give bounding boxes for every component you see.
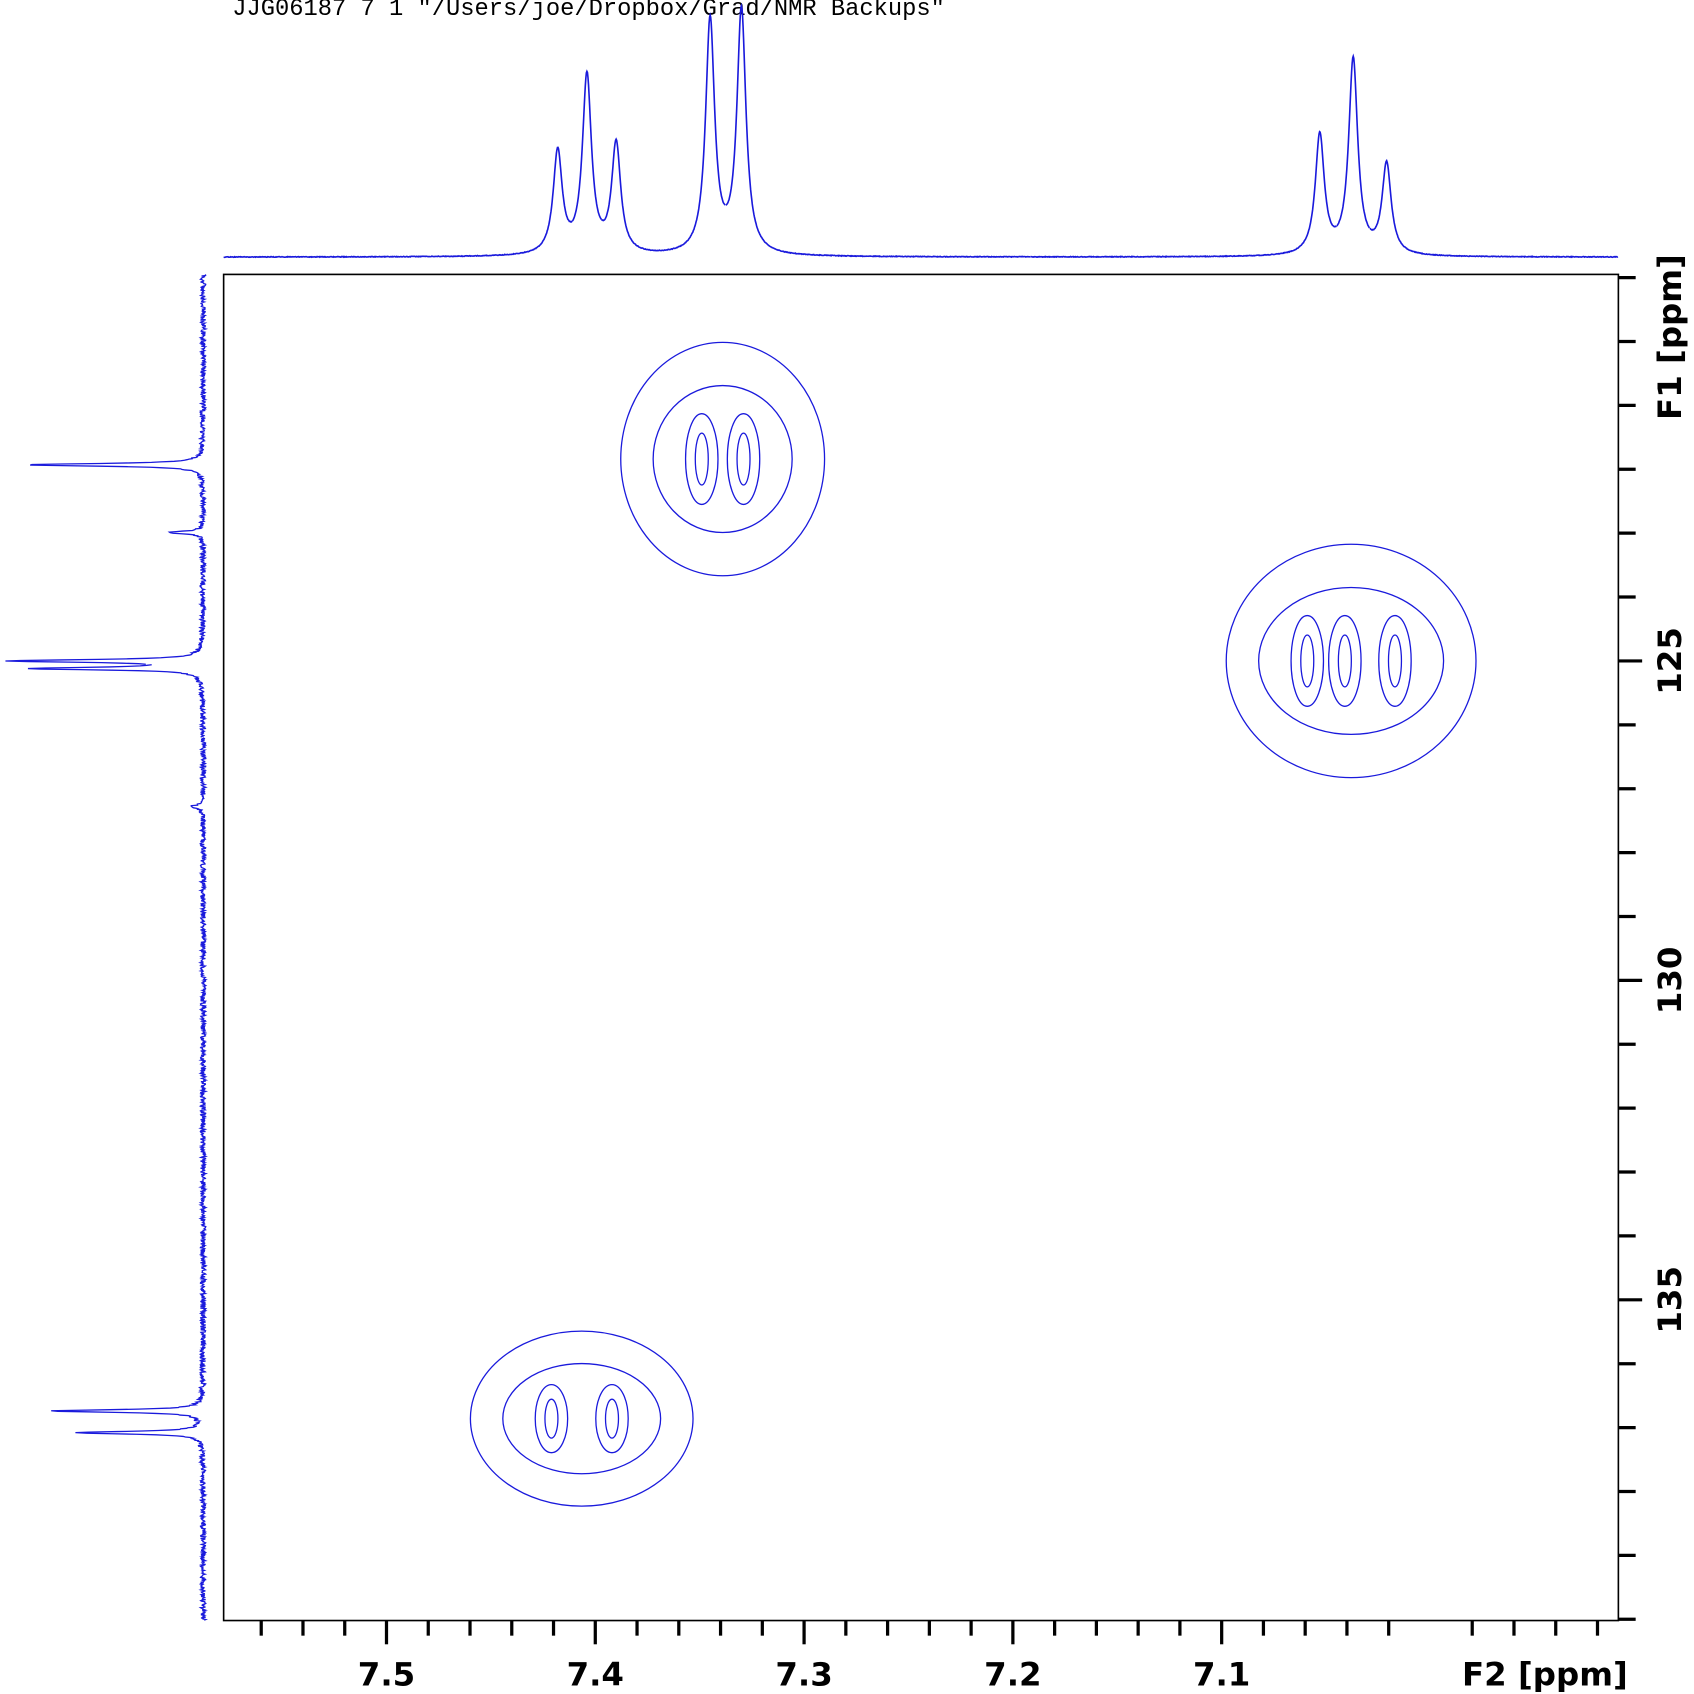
x-tick-label: 7.2: [984, 1655, 1041, 1693]
contour: [684, 413, 719, 506]
contour: [1328, 614, 1362, 707]
contour: [595, 1383, 629, 1454]
x-tick-label: 7.4: [567, 1655, 624, 1693]
projection-trace: [167, 498, 208, 598]
projection-trace: [1030, 130, 1337, 259]
contour: [1378, 614, 1412, 707]
contour: [1225, 543, 1477, 779]
x-axis-label: F2 [ppm]: [1462, 1655, 1628, 1693]
projection-trace: [51, 1108, 209, 1423]
projection-trace: [190, 737, 209, 1110]
x-tick-label: 7.3: [775, 1655, 832, 1693]
contour: [1387, 634, 1403, 688]
projection-trace: [223, 146, 573, 259]
y-tick-label: 125: [1651, 627, 1689, 695]
plot-frame: [222, 273, 1620, 1622]
projection-trace: [29, 274, 209, 500]
contour: [502, 1362, 662, 1475]
projection-trace: [1336, 53, 1371, 229]
contour: [1290, 614, 1325, 707]
projection-trace: [5, 596, 207, 665]
y-tick-label: 130: [1651, 947, 1689, 1015]
projection-trace: [27, 664, 208, 738]
y-axis-label: F1 [ppm]: [1651, 254, 1689, 420]
y-tick-label: 135: [1651, 1266, 1689, 1334]
contour: [604, 1398, 620, 1439]
contour: [736, 432, 751, 486]
contour: [726, 413, 761, 506]
projection-trace: [725, 2, 1031, 259]
projection-trace: [1369, 158, 1619, 259]
contour: [1300, 634, 1315, 688]
projection-trace: [571, 69, 603, 222]
projection-trace: [662, 11, 726, 252]
x-tick-label: 7.5: [358, 1655, 415, 1693]
contour: [1258, 586, 1445, 736]
projection-trace: [75, 1421, 209, 1621]
contour: [544, 1398, 559, 1439]
projection-trace: [601, 137, 664, 252]
contour: [469, 1330, 694, 1507]
contour: [534, 1383, 569, 1454]
contour: [694, 432, 709, 486]
contour: [1337, 634, 1352, 688]
contour: [620, 341, 826, 577]
header: JJG06187 7 1 "/Users/joe/Dropbox/Grad/NM…: [232, 0, 945, 23]
contour: [652, 384, 793, 534]
x-tick-label: 7.1: [1193, 1655, 1250, 1693]
